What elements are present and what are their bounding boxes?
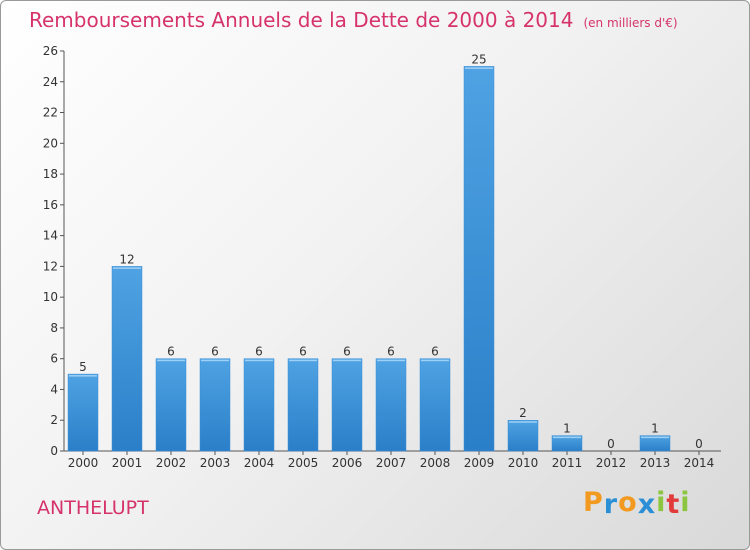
data-label: 1	[563, 422, 571, 436]
y-tick-label: 16	[43, 198, 58, 212]
y-tick-label: 2	[50, 413, 58, 427]
bar	[67, 373, 99, 452]
x-tick-label: 2009	[464, 456, 495, 470]
bar-highlight	[421, 359, 449, 362]
bar	[419, 358, 451, 452]
y-tick-label: 8	[50, 321, 58, 335]
bar	[463, 66, 495, 452]
x-tick-label: 2011	[552, 456, 583, 470]
x-tick-label: 2010	[508, 456, 539, 470]
bar-highlight	[113, 267, 141, 269]
chart-unit-note: (en milliers d'€)	[583, 16, 678, 30]
bar-highlight	[69, 375, 97, 377]
bar	[639, 435, 671, 452]
x-tick-label: 2006	[332, 456, 363, 470]
x-tick-label: 2013	[640, 456, 671, 470]
bar-highlight	[377, 359, 405, 362]
data-label: 25	[471, 52, 486, 66]
y-tick-label: 4	[50, 382, 58, 396]
data-label: 2	[519, 406, 527, 420]
x-tick-label: 2008	[420, 456, 451, 470]
bar-highlight	[157, 359, 185, 362]
bar	[551, 435, 583, 452]
bar	[111, 266, 143, 452]
data-label: 6	[343, 345, 351, 359]
y-tick-label: 0	[50, 444, 58, 458]
logo-letter: x	[637, 489, 657, 520]
place-name: ANTHELUPT	[37, 497, 149, 519]
y-tick-label: 12	[43, 259, 58, 273]
bar	[331, 358, 363, 452]
y-tick-label: 18	[43, 167, 58, 181]
x-tick-label: 2007	[376, 456, 407, 470]
x-tick-label: 2003	[200, 456, 231, 470]
bar-highlight	[333, 359, 361, 362]
y-tick-label: 20	[43, 136, 58, 150]
bar-highlight	[553, 436, 581, 439]
y-tick-label: 22	[43, 106, 58, 120]
logo-letter: o	[618, 487, 638, 518]
x-tick-label: 2001	[112, 456, 143, 470]
logo-letter: r	[603, 489, 619, 520]
bar-highlight	[465, 67, 493, 69]
data-label: 12	[119, 252, 134, 266]
y-tick-label: 26	[43, 44, 58, 58]
data-label: 6	[211, 345, 219, 359]
bar-highlight	[509, 421, 537, 423]
x-tick-label: 2012	[596, 456, 627, 470]
data-label: 6	[299, 345, 307, 359]
bar-highlight	[245, 359, 273, 362]
x-tick-label: 2002	[156, 456, 187, 470]
y-tick-label: 10	[43, 290, 58, 304]
x-tick-label: 2014	[684, 456, 715, 470]
data-label: 0	[695, 437, 703, 451]
logo-letter: i	[656, 487, 667, 518]
x-tick-label: 2000	[68, 456, 99, 470]
bar	[507, 419, 539, 452]
bar-highlight	[289, 359, 317, 362]
chart-title: Remboursements Annuels de la Dette de 20…	[29, 8, 678, 32]
logo-letter: P	[583, 487, 604, 518]
bar-highlight	[641, 436, 669, 439]
chart-title-text: Remboursements Annuels de la Dette de 20…	[29, 8, 574, 32]
data-label: 6	[167, 345, 175, 359]
data-label: 1	[651, 422, 659, 436]
x-tick-label: 2004	[244, 456, 275, 470]
y-tick-label: 6	[50, 352, 58, 366]
logo-letter: t	[666, 489, 681, 520]
data-label: 6	[387, 345, 395, 359]
bar	[199, 358, 231, 452]
logo-letter: i	[680, 487, 691, 518]
bar	[287, 358, 319, 452]
bar	[375, 358, 407, 452]
data-label: 6	[431, 345, 439, 359]
bar	[243, 358, 275, 452]
bar	[155, 358, 187, 452]
proxiti-logo[interactable]: Proxiti	[583, 487, 691, 520]
y-tick-label: 14	[43, 229, 58, 243]
bar-highlight	[201, 359, 229, 362]
y-tick-label: 24	[43, 75, 58, 89]
data-label: 0	[607, 437, 615, 451]
data-label: 6	[255, 345, 263, 359]
data-label: 5	[79, 360, 87, 374]
x-tick-label: 2005	[288, 456, 319, 470]
